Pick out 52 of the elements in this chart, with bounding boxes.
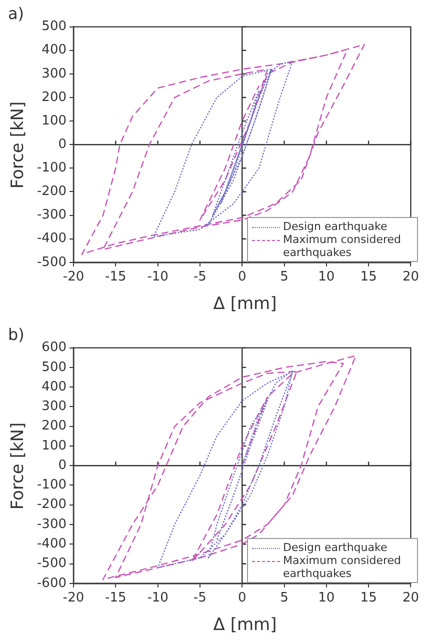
x-axis-title: Δ [mm] <box>212 615 278 635</box>
y-axis-title: Force [kN] <box>8 100 28 191</box>
y-tick-label: -300 <box>36 516 67 532</box>
x-axis-title: Δ [mm] <box>212 294 278 314</box>
y-tick-label: 300 <box>42 66 67 82</box>
x-tick-label: 0 <box>238 270 246 285</box>
y-tick-label: 400 <box>42 42 67 58</box>
y-tick-label: -100 <box>36 160 67 176</box>
y-tick-label: -100 <box>36 478 67 493</box>
y-tick-label: 200 <box>42 418 67 434</box>
y-tick-label: 600 <box>42 340 67 356</box>
y-tick-label: 100 <box>42 438 67 454</box>
y-tick-label: 400 <box>42 379 67 394</box>
y-axis-title: Force [kN] <box>8 421 28 512</box>
y-tick-label: -500 <box>36 556 67 572</box>
x-tick-label: 20 <box>402 270 419 285</box>
legend-label: Design earthquake <box>283 541 388 554</box>
y-tick-label: 0 <box>58 458 67 473</box>
y-tick-label: -600 <box>36 576 67 591</box>
x-tick-label: -5 <box>193 270 206 285</box>
y-tick-label: 300 <box>42 399 67 414</box>
y-tick-label: -400 <box>36 536 67 552</box>
y-tick-label: -400 <box>36 231 67 246</box>
x-tick-label: 15 <box>360 590 377 606</box>
y-tick-label: -200 <box>36 497 67 512</box>
legend-label: Maximum considered earthquakes <box>283 233 402 259</box>
chart-title: a) <box>8 4 24 23</box>
chart-title: b) <box>8 325 24 344</box>
x-tick-label: 20 <box>402 590 419 606</box>
x-tick-label: 5 <box>280 270 288 285</box>
y-tick-label: -500 <box>36 254 67 270</box>
x-tick-label: -10 <box>147 590 168 606</box>
x-tick-label: 10 <box>318 590 335 606</box>
x-tick-label: 5 <box>280 590 288 606</box>
y-tick-label: 500 <box>42 360 67 375</box>
y-tick-label: 200 <box>42 90 67 105</box>
x-tick-label: 15 <box>360 270 377 285</box>
y-tick-label: 500 <box>42 19 67 34</box>
x-tick-label: -10 <box>147 270 168 285</box>
x-tick-label: -15 <box>105 270 126 285</box>
y-tick-label: 100 <box>42 113 67 128</box>
x-tick-label: -20 <box>62 590 84 606</box>
y-tick-label: -300 <box>36 208 67 223</box>
x-tick-label: -20 <box>62 270 84 285</box>
x-tick-label: -5 <box>193 590 206 606</box>
legend-label: Design earthquake <box>283 220 388 233</box>
y-tick-label: -200 <box>36 184 67 200</box>
x-tick-label: -15 <box>105 590 126 606</box>
y-tick-label: 0 <box>58 136 67 152</box>
x-tick-label: 0 <box>238 590 246 606</box>
legend-label: Maximum considered earthquakes <box>283 554 402 580</box>
x-tick-label: 10 <box>318 270 335 285</box>
